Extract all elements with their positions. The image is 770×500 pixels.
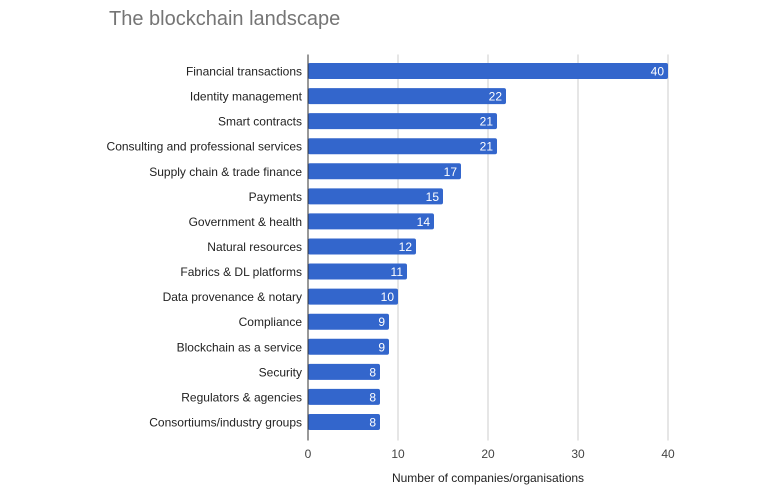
bar xyxy=(308,338,389,355)
category-label: Smart contracts xyxy=(218,115,302,129)
bar xyxy=(308,163,461,180)
bar xyxy=(308,113,497,130)
category-label: Regulators & agencies xyxy=(181,390,302,404)
data-label: 22 xyxy=(489,90,503,104)
bar xyxy=(308,88,506,105)
data-label: 8 xyxy=(369,415,376,429)
bar xyxy=(308,138,497,155)
category-label: Payments xyxy=(249,190,302,204)
x-axis-label: Number of companies/organisations xyxy=(392,471,584,485)
bar xyxy=(308,238,416,255)
category-label: Natural resources xyxy=(207,240,302,254)
data-label: 17 xyxy=(444,165,458,179)
category-label: Consortiums/industry groups xyxy=(149,415,302,429)
x-tick-label: 10 xyxy=(391,447,405,461)
x-tick-label: 20 xyxy=(481,447,495,461)
data-label: 11 xyxy=(391,265,404,279)
bar xyxy=(308,363,380,380)
bar xyxy=(308,313,389,330)
category-label: Security xyxy=(259,365,302,379)
bar xyxy=(308,413,380,430)
data-label: 9 xyxy=(378,315,385,329)
x-tick-label: 0 xyxy=(305,447,312,461)
category-label: Financial transactions xyxy=(186,65,302,79)
data-label: 21 xyxy=(480,140,494,154)
category-label: Compliance xyxy=(239,315,303,329)
x-tick-label: 40 xyxy=(661,447,675,461)
category-label: Identity management xyxy=(190,90,303,104)
category-label: Data provenance & notary xyxy=(163,290,302,304)
data-label: 12 xyxy=(399,240,413,254)
bar xyxy=(308,388,380,405)
bar xyxy=(308,213,434,230)
bar xyxy=(308,188,443,205)
data-label: 21 xyxy=(480,115,494,129)
category-label: Supply chain & trade finance xyxy=(149,165,302,179)
bar xyxy=(308,288,398,305)
category-label: Consulting and professional services xyxy=(107,140,302,154)
bar xyxy=(308,63,668,79)
data-label: 15 xyxy=(426,190,440,204)
data-label: 14 xyxy=(417,215,431,229)
category-label: Blockchain as a service xyxy=(177,340,303,354)
bar xyxy=(308,263,407,280)
data-label: 10 xyxy=(381,290,395,304)
data-label: 8 xyxy=(369,365,376,379)
data-label: 9 xyxy=(378,340,385,354)
category-label: Government & health xyxy=(189,215,302,229)
data-label: 40 xyxy=(651,65,665,79)
data-label: 8 xyxy=(369,390,376,404)
chart-title: The blockchain landscape xyxy=(109,8,341,30)
x-tick-label: 30 xyxy=(571,447,585,461)
category-label: Fabrics & DL platforms xyxy=(180,265,302,279)
